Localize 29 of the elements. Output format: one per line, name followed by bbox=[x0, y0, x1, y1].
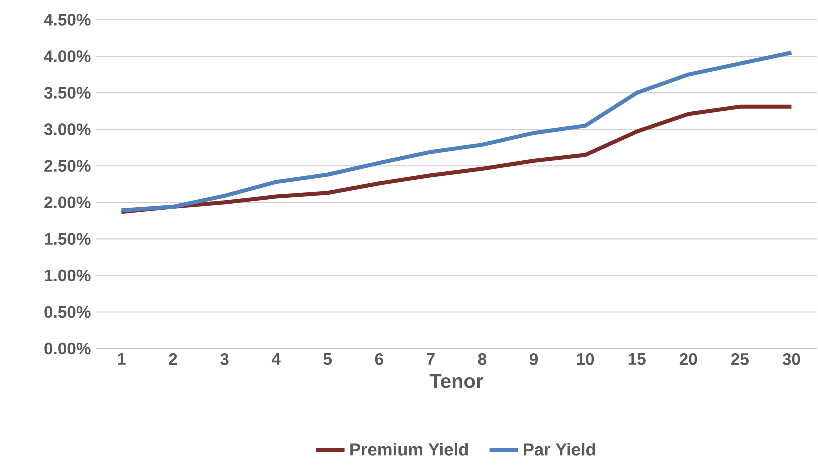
y-tick-label: 1.00% bbox=[45, 270, 91, 282]
x-tick-label: 2 bbox=[169, 354, 178, 366]
y-tick-label: 0.00% bbox=[44, 343, 91, 355]
x-tick-label: 30 bbox=[782, 354, 800, 366]
line-series bbox=[120, 105, 794, 214]
x-tick-label: 25 bbox=[731, 354, 749, 366]
legend-label: Premium Yield bbox=[350, 443, 468, 456]
y-tick-label: 3.50% bbox=[44, 87, 91, 100]
x-tick-label: 15 bbox=[628, 354, 646, 366]
legend-label: Par Yield bbox=[524, 443, 596, 456]
line-series bbox=[120, 51, 794, 213]
x-tick-label: 6 bbox=[375, 354, 384, 366]
y-tick-label: 0.50% bbox=[44, 306, 91, 318]
y-tick-label: 1.50% bbox=[45, 233, 91, 246]
x-tick-label: 20 bbox=[680, 354, 698, 366]
y-tick-label: 4.50% bbox=[44, 14, 91, 26]
x-tick-label: 5 bbox=[324, 354, 332, 366]
x-axis-title: Tenor bbox=[430, 374, 484, 389]
y-tick-label: 4.00% bbox=[44, 50, 91, 63]
y-tick-label: 2.50% bbox=[44, 160, 91, 172]
y-tick-label: 2.00% bbox=[44, 196, 91, 209]
y-tick-label: 3.00% bbox=[44, 124, 91, 136]
x-tick-label: 10 bbox=[577, 354, 594, 366]
x-tick-label: 9 bbox=[530, 354, 538, 366]
x-tick-label: 4 bbox=[272, 354, 281, 366]
x-tick-label: 8 bbox=[478, 354, 487, 366]
x-tick-label: 3 bbox=[220, 354, 229, 366]
x-tick-label: 7 bbox=[427, 354, 435, 366]
x-tick-label: 1 bbox=[118, 354, 126, 366]
